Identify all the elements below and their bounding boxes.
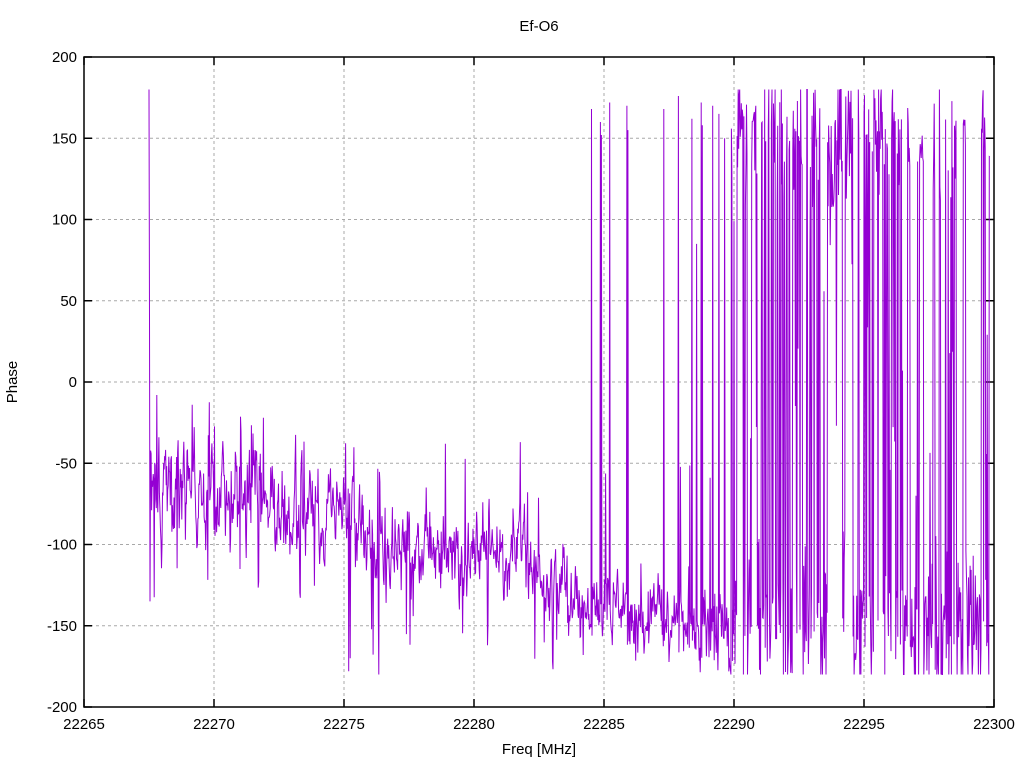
y-tick-label: 0 xyxy=(69,374,77,391)
y-tick-label: -100 xyxy=(47,537,77,554)
phase-trace xyxy=(148,89,991,675)
y-axis-label: Phase xyxy=(4,361,21,404)
y-tick-label: 200 xyxy=(52,49,77,66)
y-tick-label: 50 xyxy=(60,293,77,310)
x-tick-label: 22270 xyxy=(193,716,235,733)
y-tick-label: 100 xyxy=(52,212,77,229)
x-axis-label: Freq [MHz] xyxy=(502,741,576,758)
x-tick-label: 22290 xyxy=(713,716,755,733)
x-tick-label: 22285 xyxy=(583,716,625,733)
x-tick-label: 22295 xyxy=(843,716,885,733)
x-tick-label: 22300 xyxy=(973,716,1015,733)
x-tick-label: 22280 xyxy=(453,716,495,733)
x-tick-labels: 22265 22270 22275 22280 22285 22290 22295 22300 xyxy=(63,716,1015,733)
y-tick-label: -200 xyxy=(47,699,77,716)
x-tick-label: 22265 xyxy=(63,716,105,733)
chart-title: Ef-O6 xyxy=(519,18,558,35)
plot-border xyxy=(83,56,995,708)
y-tick-labels: -200 -150 -100 -50 0 50 100 150 200 xyxy=(47,49,77,716)
x-tick-label: 22275 xyxy=(323,716,365,733)
y-tick-label: 150 xyxy=(52,130,77,147)
y-tick-label: -50 xyxy=(55,455,77,472)
y-tick-label: -150 xyxy=(47,618,77,635)
